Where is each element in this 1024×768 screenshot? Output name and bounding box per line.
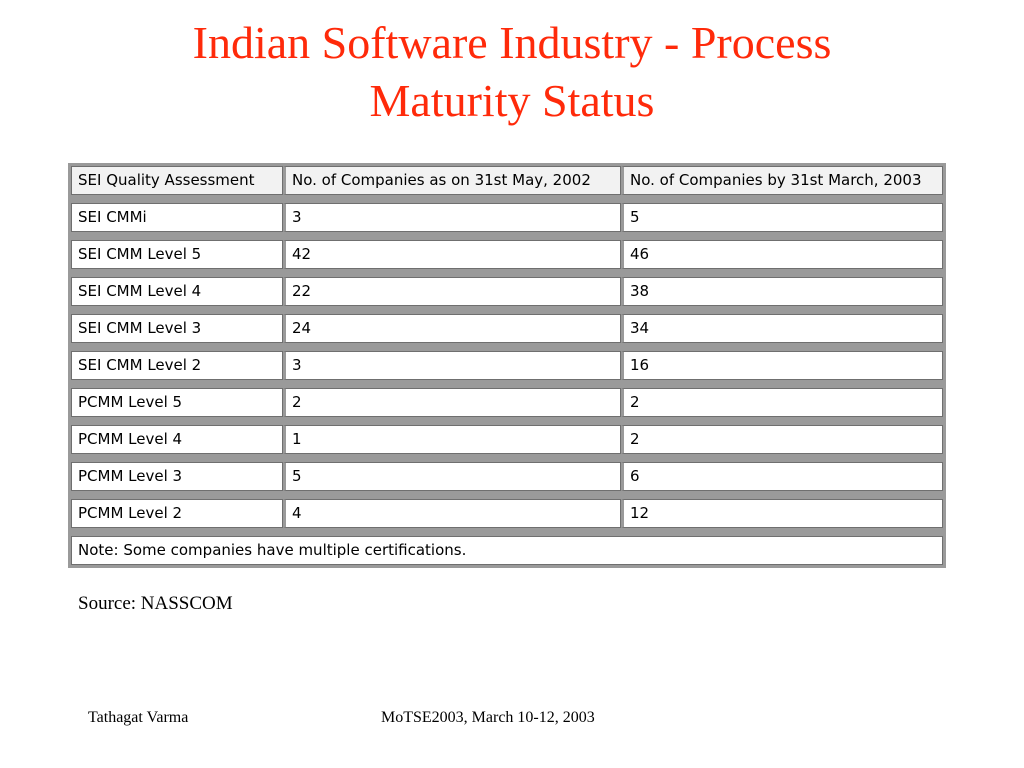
value-2002: 3	[283, 203, 621, 232]
table-row: PCMM Level 5 2 2	[71, 388, 943, 417]
value-2002: 5	[283, 462, 621, 491]
header-companies-2002: No. of Companies as on 31st May, 2002	[283, 166, 621, 195]
value-2003: 6	[621, 462, 943, 491]
value-2003: 2	[621, 388, 943, 417]
value-2002: 22	[283, 277, 621, 306]
table-row: PCMM Level 2 4 12	[71, 499, 943, 528]
title-line-1: Indian Software Industry - Process	[192, 17, 832, 68]
value-2002: 2	[283, 388, 621, 417]
value-2002: 4	[283, 499, 621, 528]
footer-event: MoTSE2003, March 10-12, 2003	[381, 709, 595, 726]
row-label: PCMM Level 2	[71, 499, 283, 528]
table-row: PCMM Level 3 5 6	[71, 462, 943, 491]
table-row: PCMM Level 4 1 2	[71, 425, 943, 454]
value-2003: 34	[621, 314, 943, 343]
table-row: SEI CMM Level 4 22 38	[71, 277, 943, 306]
value-2002: 42	[283, 240, 621, 269]
table-header-row: SEI Quality Assessment No. of Companies …	[71, 166, 943, 195]
row-label: SEI CMM Level 5	[71, 240, 283, 269]
row-label: SEI CMMi	[71, 203, 283, 232]
value-2003: 12	[621, 499, 943, 528]
footer-author: Tathagat Varma	[88, 709, 189, 726]
slide-title: Indian Software Industry - Process Matur…	[0, 14, 1024, 130]
table-note-row: Note: Some companies have multiple certi…	[71, 536, 943, 565]
value-2002: 3	[283, 351, 621, 380]
header-companies-2003: No. of Companies by 31st March, 2003	[621, 166, 943, 195]
value-2003: 38	[621, 277, 943, 306]
table-note: Note: Some companies have multiple certi…	[71, 536, 943, 565]
value-2002: 24	[283, 314, 621, 343]
title-line-2: Maturity Status	[369, 75, 655, 126]
row-label: SEI CMM Level 4	[71, 277, 283, 306]
table-row: SEI CMM Level 3 24 34	[71, 314, 943, 343]
value-2002: 1	[283, 425, 621, 454]
value-2003: 16	[621, 351, 943, 380]
table-row: SEI CMM Level 2 3 16	[71, 351, 943, 380]
row-label: SEI CMM Level 2	[71, 351, 283, 380]
row-label: PCMM Level 5	[71, 388, 283, 417]
table-row: SEI CMMi 3 5	[71, 203, 943, 232]
table-row: SEI CMM Level 5 42 46	[71, 240, 943, 269]
row-label: PCMM Level 3	[71, 462, 283, 491]
value-2003: 2	[621, 425, 943, 454]
value-2003: 5	[621, 203, 943, 232]
row-label: PCMM Level 4	[71, 425, 283, 454]
row-label: SEI CMM Level 3	[71, 314, 283, 343]
maturity-table: SEI Quality Assessment No. of Companies …	[68, 163, 946, 568]
value-2003: 46	[621, 240, 943, 269]
header-sei-quality-assessment: SEI Quality Assessment	[71, 166, 283, 195]
source-citation: Source: NASSCOM	[78, 593, 233, 614]
